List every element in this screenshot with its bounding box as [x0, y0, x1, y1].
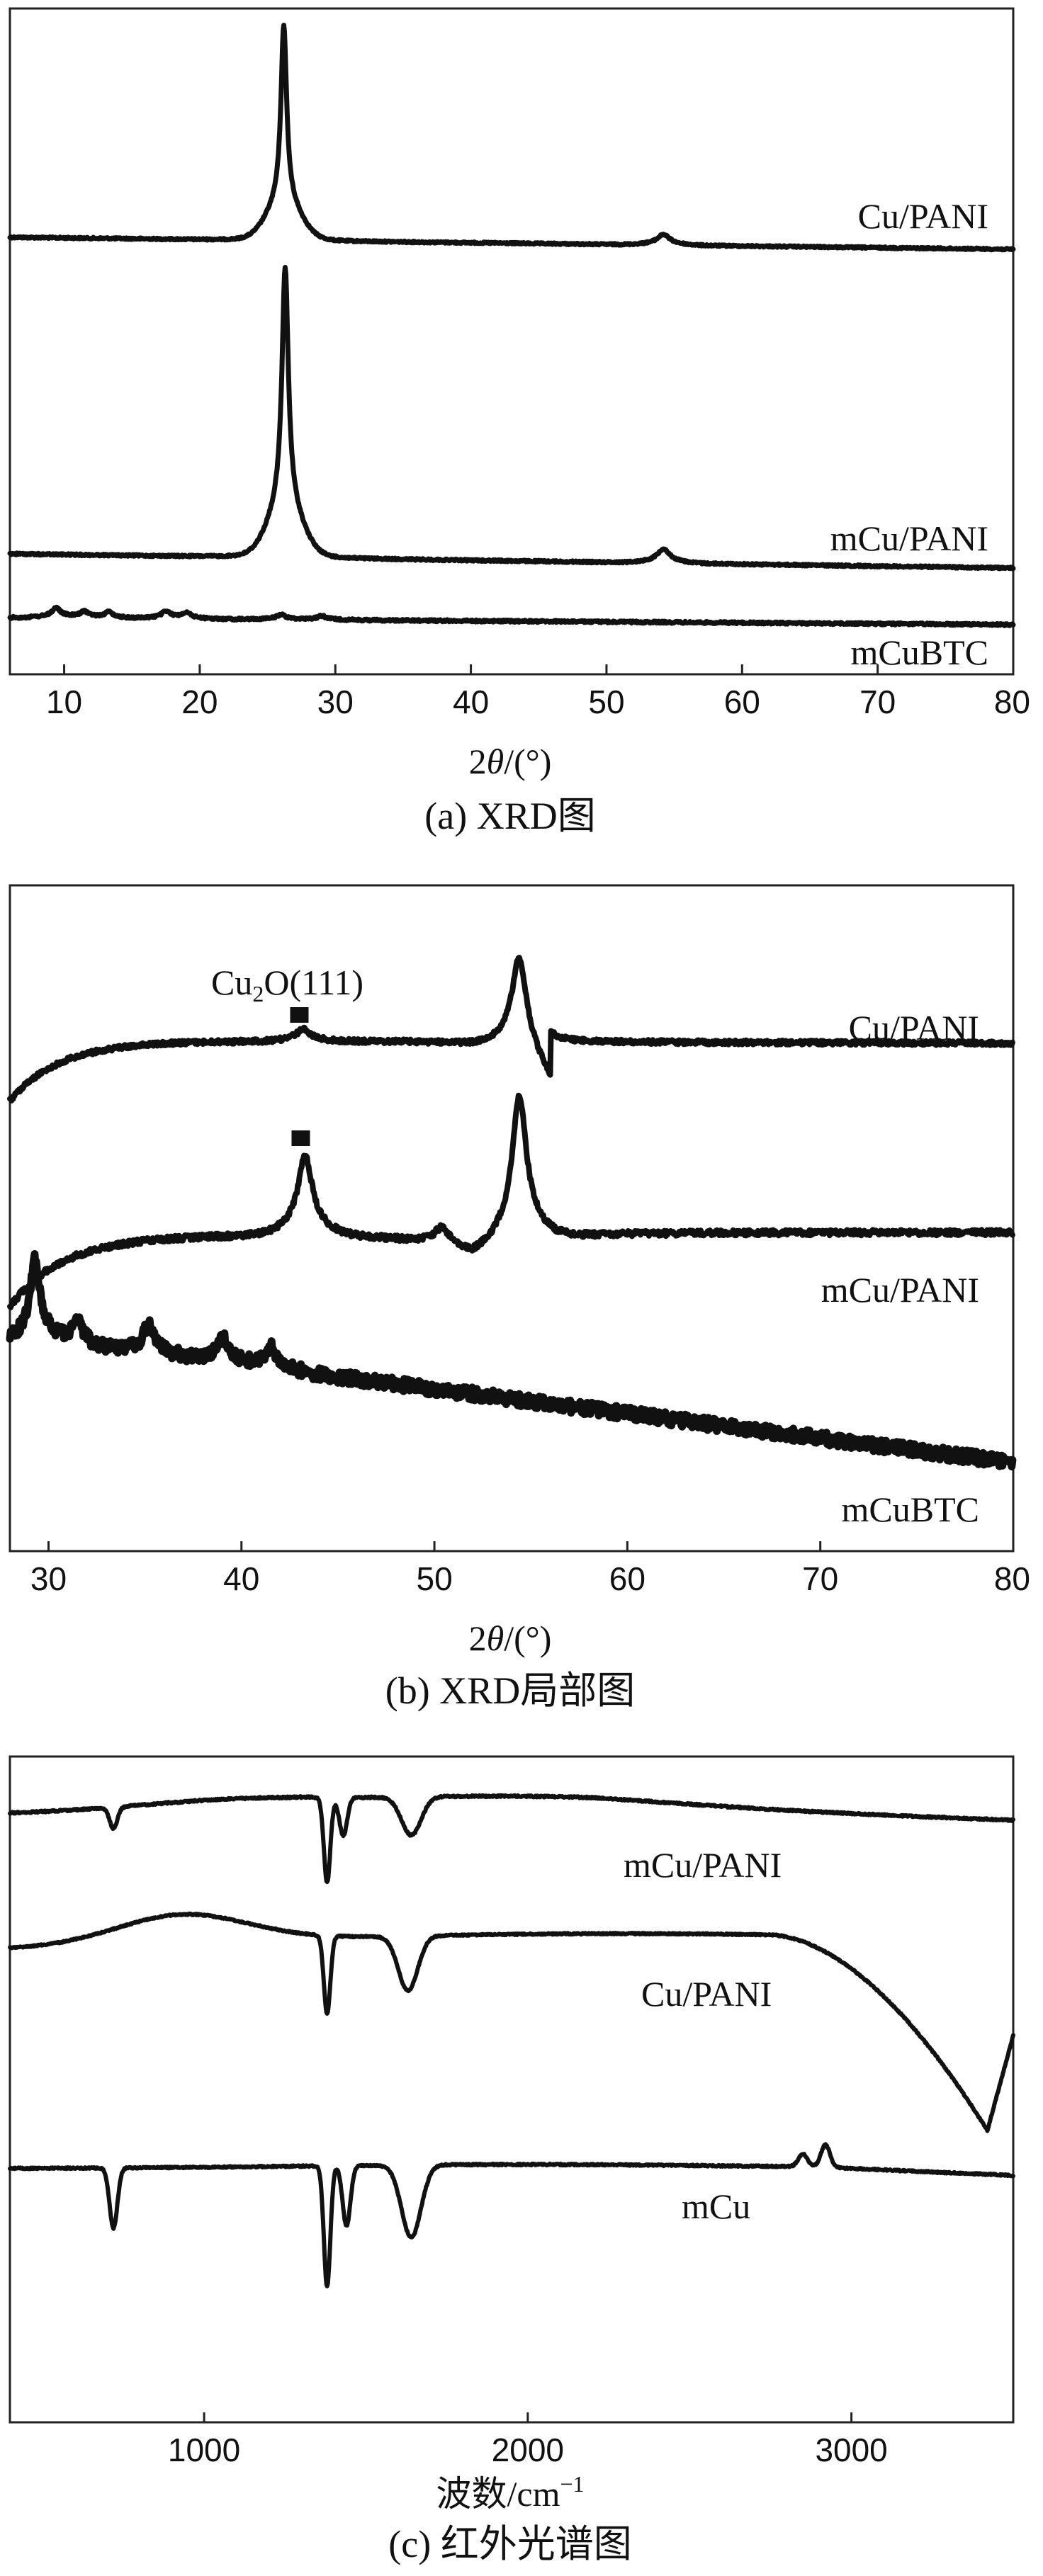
panel-a-frame — [9, 7, 1015, 676]
series-label-cu-pani-c: Cu/PANI — [641, 1974, 772, 2014]
series-label-mcu-c: mCu — [682, 2186, 750, 2226]
caption-c: (c) 红外光谱图 — [388, 2523, 631, 2565]
cu2o-marker-cu-pani — [290, 1007, 309, 1023]
x-axis-label-a: 2θ/(°) — [469, 742, 552, 781]
series-label-mcubtc-b: mCuBTC — [842, 1490, 979, 1529]
series-label-mcubtc-a: mCuBTC — [851, 632, 988, 672]
x-tick-label-20: 20 — [181, 683, 218, 720]
x-tick-label-40: 40 — [453, 683, 489, 720]
panel-c-frame — [9, 1755, 1015, 2424]
x-tick-label-1000: 1000 — [168, 2432, 240, 2468]
x-tick-label-70: 70 — [802, 1560, 838, 1597]
curve-cu-pani-c — [8, 1911, 1015, 2133]
x-tick-label-50: 50 — [588, 683, 624, 720]
x-tick-label-80: 80 — [994, 683, 1030, 720]
curve-mcu-pani-c — [8, 1793, 1015, 1885]
x-tick-label-10: 10 — [46, 683, 82, 720]
x-axis-label-c: 波数/cm−1 — [436, 2471, 584, 2514]
series-label-mcu-pani-a: mCu/PANI — [830, 518, 988, 558]
cu2o-marker-mcu-pani — [291, 1130, 310, 1146]
x-tick-label-70: 70 — [859, 683, 896, 720]
caption-b: (b) XRD局部图 — [385, 1669, 635, 1712]
curve-mcubtc-a — [7, 604, 1016, 628]
caption-a: (a) XRD图 — [424, 795, 595, 837]
x-tick-label-3000: 3000 — [815, 2432, 887, 2468]
x-tick-label-60: 60 — [609, 1560, 645, 1597]
x-tick-label-30: 30 — [30, 1560, 67, 1597]
x-tick-label-30: 30 — [317, 683, 354, 720]
curve-cu-pani-b — [7, 955, 1015, 1103]
curve-mcu-pani-a — [7, 265, 1016, 572]
curve-mcu-pani-b — [7, 1092, 1015, 1310]
x-tick-label-60: 60 — [724, 683, 760, 720]
curve-mcubtc-b — [6, 1250, 1017, 1470]
panel-b: 30 40 50 60 70 80 Cu2O(111) Cu/PANI mCu/PANI … — [6, 884, 1030, 1712]
cu2o-annotation: Cu2O(111) — [211, 963, 363, 1006]
curve-cu-pani-a — [7, 23, 1016, 253]
series-label-mcu-pani-b: mCu/PANI — [821, 1270, 979, 1310]
series-label-cu-pani-b: Cu/PANI — [849, 1008, 979, 1048]
panel-c: 1000 2000 3000 mCu/PANI Cu/PANI mCu 波数/cm−… — [8, 1755, 1015, 2565]
series-label-mcu-pani-c: mCu/PANI — [624, 1845, 782, 1885]
panel-a: 10 20 30 40 50 60 70 80 Cu/PANI mCu/PANI mCuBTC… — [7, 7, 1030, 837]
x-tick-label-40: 40 — [223, 1560, 259, 1597]
x-tick-label-80: 80 — [994, 1560, 1030, 1597]
panel-b-frame — [9, 884, 1015, 1553]
x-tick-label-50: 50 — [416, 1560, 452, 1597]
x-tick-label-2000: 2000 — [492, 2432, 564, 2468]
x-axis-label-b: 2θ/(°) — [469, 1618, 552, 1658]
curve-mcu-c — [8, 2142, 1015, 2288]
series-label-cu-pani-a: Cu/PANI — [858, 196, 988, 236]
